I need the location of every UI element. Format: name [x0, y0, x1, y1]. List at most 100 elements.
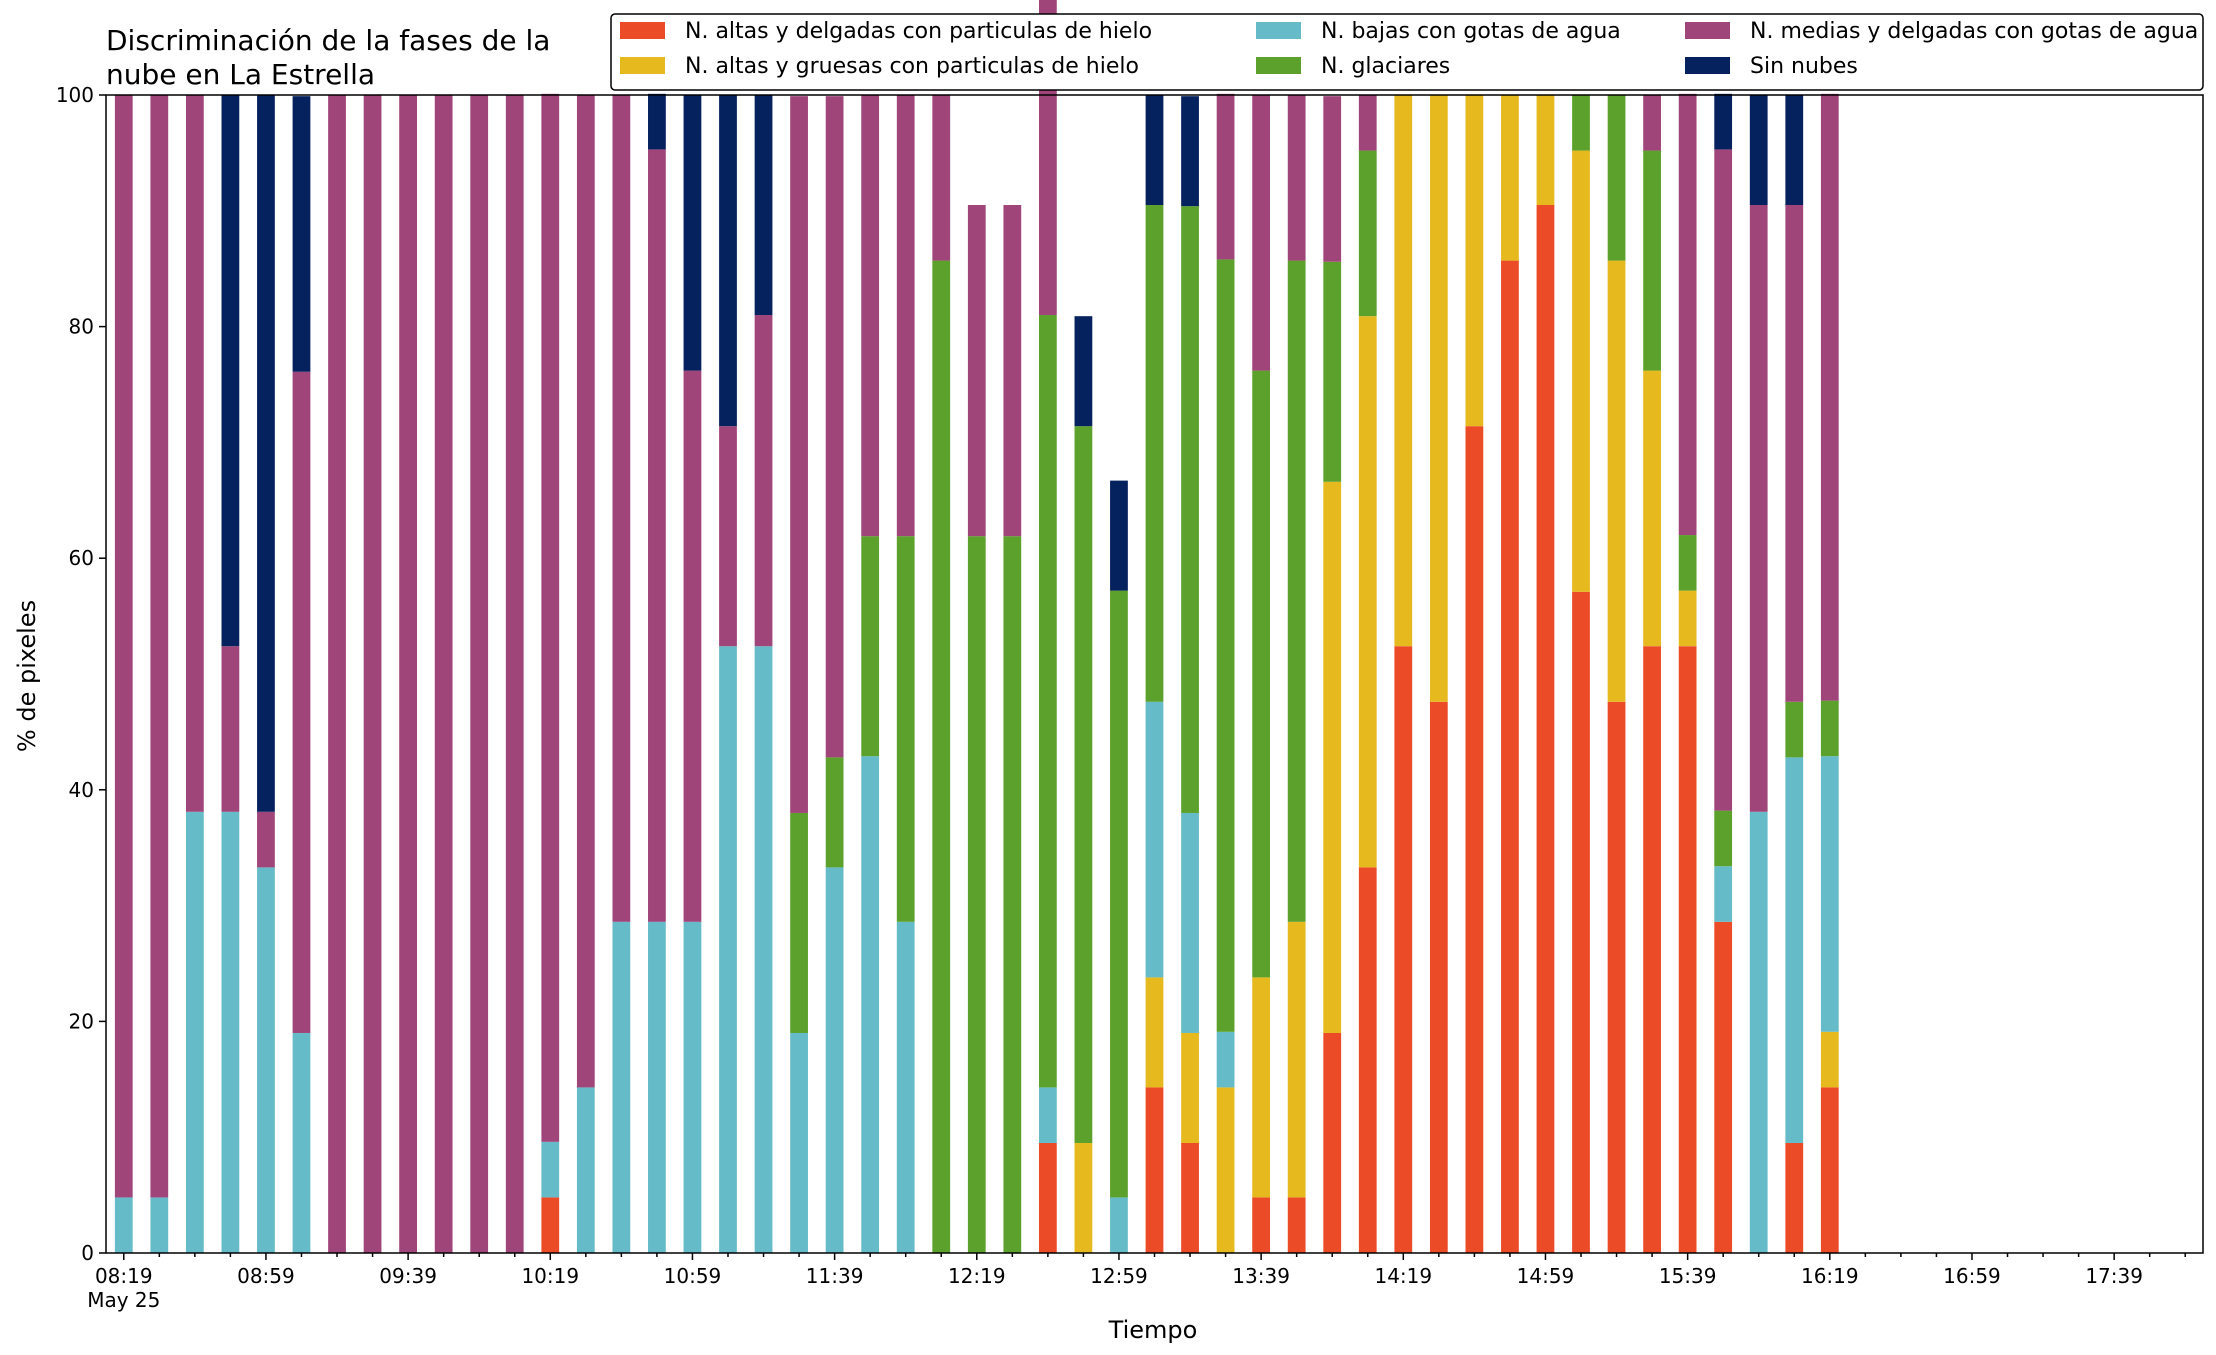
bar-segment-0-30: [1181, 1142, 1199, 1253]
bar-segment-4-10: [470, 95, 489, 1253]
bar-segment-3-26: [1038, 315, 1057, 1088]
bar-segment-3-25: [1003, 536, 1022, 1253]
x-axis-label: Tiempo: [1108, 1316, 1198, 1344]
bar-segment-0-48: [1820, 1087, 1839, 1253]
bar-segment-2-17: [719, 646, 737, 1253]
bar-segment-2-45: [1714, 866, 1733, 922]
bar-segment-0-37: [1429, 701, 1448, 1253]
bar-segment-4-0: [114, 95, 133, 1198]
bar-segment-1-29: [1145, 977, 1164, 1088]
bar-segment-1-44: [1678, 590, 1697, 647]
bar-segment-3-29: [1145, 205, 1164, 702]
bar-segment-4-24: [967, 205, 986, 537]
bar-segment-2-15: [648, 921, 666, 1253]
bar-segment-1-38: [1465, 95, 1484, 427]
bar-segment-1-27: [1074, 1142, 1093, 1253]
bar-segment-3-19: [790, 812, 808, 1033]
bar-segment-3-23: [932, 260, 951, 1254]
bar-segment-3-45: [1714, 810, 1733, 867]
bar-segment-3-30: [1181, 206, 1199, 813]
bar-segment-0-47: [1785, 1142, 1804, 1253]
bar-segment-2-26: [1038, 1087, 1057, 1143]
bar-segment-4-11: [505, 95, 524, 1253]
y-tick-label: 20: [69, 1009, 94, 1033]
bar-segment-4-46: [1749, 205, 1768, 812]
bar-segment-5-17: [719, 95, 737, 427]
bar-segment-4-20: [825, 96, 844, 758]
bar-segment-2-21: [861, 756, 880, 1253]
y-tick-label: 0: [81, 1241, 94, 1265]
bar-segment-1-41: [1572, 150, 1590, 592]
bar-segment-3-41: [1572, 95, 1590, 151]
legend-swatch-2: [1256, 22, 1301, 39]
legend-box: [610, 13, 2204, 91]
legend-swatch-5: [1685, 57, 1730, 74]
y-tick-label: 40: [69, 778, 94, 802]
bar-segment-0-34: [1323, 1032, 1342, 1253]
bar-segment-0-26: [1038, 1142, 1057, 1253]
legend-swatch-3: [1256, 57, 1301, 74]
bar-segment-3-27: [1074, 426, 1093, 1143]
bar-segment-3-47: [1785, 701, 1804, 758]
bar-segment-2-48: [1820, 756, 1839, 1032]
bar-segment-5-46: [1749, 95, 1768, 206]
bar-segment-2-30: [1181, 812, 1199, 1033]
bar-segment-1-33: [1287, 921, 1306, 1198]
bar-segment-4-23: [932, 95, 951, 261]
bar-segment-4-2: [185, 95, 204, 812]
bar-segment-2-4: [257, 867, 275, 1253]
bar-segment-0-32: [1252, 1197, 1271, 1253]
legend-label-3: N. glaciares: [1321, 54, 1450, 79]
bar-segment-4-6: [328, 95, 346, 1253]
bar-segment-4-5: [292, 371, 311, 1033]
x-tick-label: 14:19: [1374, 1264, 1432, 1288]
bar-segment-0-39: [1501, 260, 1519, 1254]
bar-segment-0-38: [1465, 426, 1484, 1253]
bar-segment-2-14: [612, 921, 631, 1253]
y-tick-label: 80: [69, 315, 94, 339]
bar-segment-2-5: [292, 1032, 311, 1253]
bar-segment-1-48: [1820, 1031, 1839, 1088]
legend-swatch-4: [1685, 22, 1730, 39]
bar-segment-5-27: [1074, 316, 1093, 427]
bar-segment-4-44: [1678, 93, 1697, 536]
bar-segment-5-3: [221, 95, 240, 647]
bar-segment-3-32: [1252, 370, 1271, 978]
bar-segment-2-13: [576, 1087, 595, 1253]
x-tick-label: 15:39: [1659, 1264, 1717, 1288]
x-tick-label: 12:19: [948, 1264, 1006, 1288]
bar-segment-0-35: [1358, 867, 1377, 1253]
bar-segment-4-22: [896, 95, 915, 537]
bar-segment-4-14: [612, 95, 631, 922]
x-tick-label: 08:59: [237, 1264, 295, 1288]
bar-segment-2-18: [754, 646, 773, 1253]
bar-segment-4-17: [719, 426, 737, 647]
bar-segment-4-32: [1252, 95, 1271, 371]
y-tick-label: 60: [69, 546, 94, 570]
bar-segment-2-31: [1216, 1031, 1235, 1088]
y-tick-label: 100: [56, 83, 94, 107]
bar-segment-0-41: [1572, 591, 1590, 1253]
legend-label-2: N. bajas con gotas de agua: [1321, 19, 1621, 44]
bar-segment-1-36: [1394, 95, 1413, 647]
bar-segment-3-44: [1678, 535, 1697, 591]
bar-segment-5-4: [257, 95, 275, 812]
bar-segment-1-32: [1252, 977, 1271, 1198]
bar-segment-3-33: [1287, 260, 1306, 922]
bar-segment-0-45: [1714, 921, 1733, 1253]
chart-title-line2: nube en La Estrella: [106, 58, 375, 91]
y-axis-label: % de pixeles: [13, 600, 41, 752]
bar-segment-5-29: [1145, 95, 1164, 206]
bar-segment-1-35: [1358, 316, 1377, 868]
legend-label-1: N. altas y gruesas con particulas de hie…: [685, 54, 1139, 79]
x-tick-label: 14:59: [1517, 1264, 1575, 1288]
bar-segment-1-43: [1643, 370, 1661, 647]
bar-segment-2-20: [825, 867, 844, 1253]
bar-segment-4-12: [541, 93, 560, 1142]
bar-segment-0-43: [1643, 646, 1661, 1253]
bar-segment-4-48: [1820, 93, 1839, 701]
bar-segment-5-28: [1110, 480, 1128, 591]
bar-segment-4-21: [861, 95, 880, 537]
legend-label-5: Sin nubes: [1750, 54, 1858, 79]
x-tick-label: 10:19: [521, 1264, 579, 1288]
